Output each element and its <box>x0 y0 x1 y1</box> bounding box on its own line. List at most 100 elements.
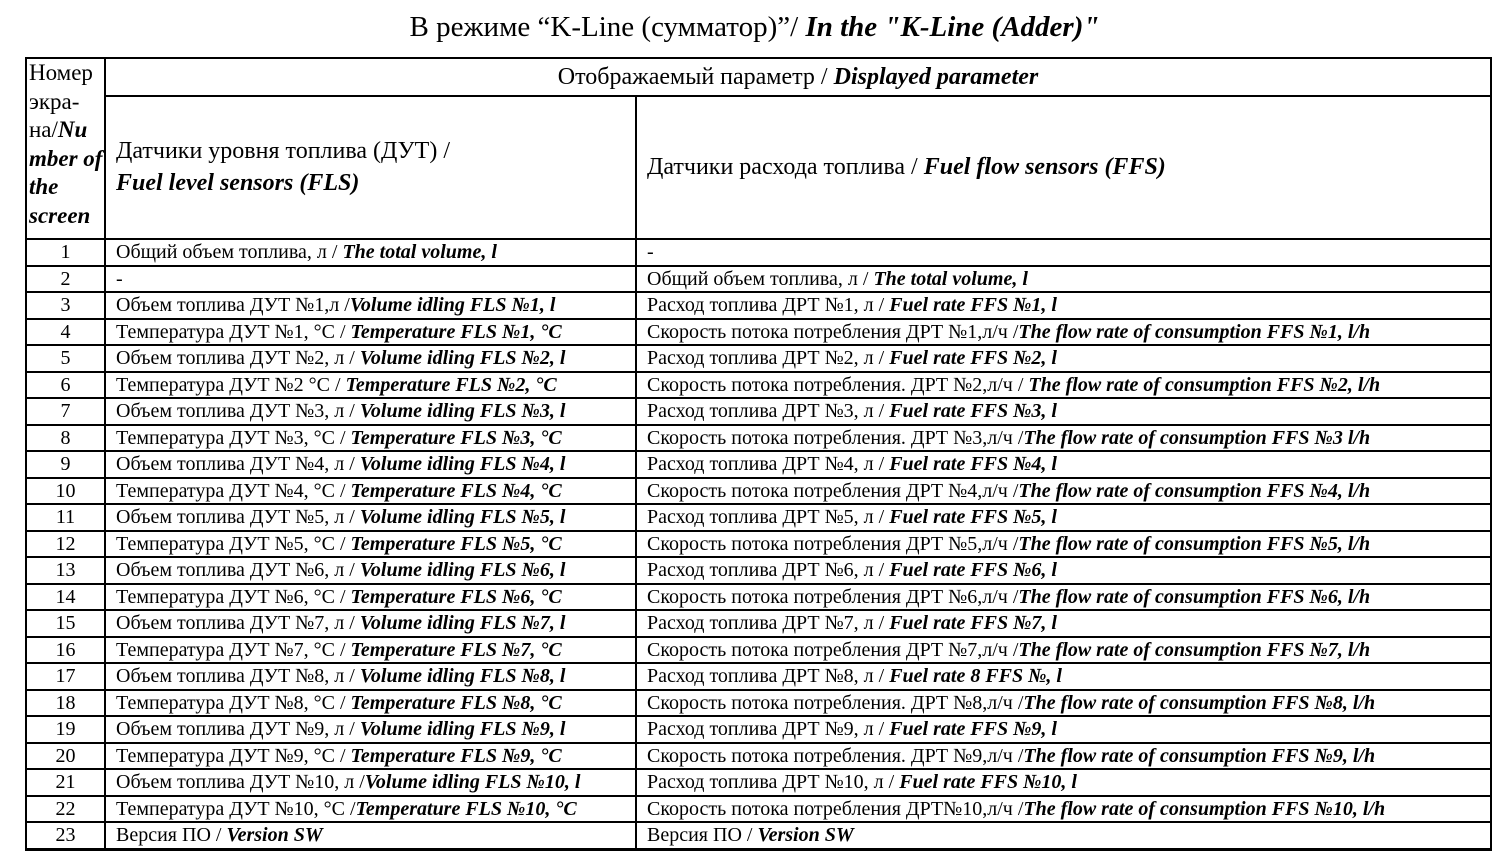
screen-number-cell: 23 <box>25 821 106 851</box>
screen-number-cell: 19 <box>25 715 106 744</box>
fls-parameter-en: Volume idling FLS №4, l <box>359 453 566 475</box>
displayed-parameter-header-en: Displayed parameter <box>833 63 1039 90</box>
screen-number-column-header: Номер экра-на/Number of the screen <box>25 57 106 240</box>
ffs-header-ru: Датчики расхода топлива / <box>647 153 924 180</box>
fls-parameter-cell: - <box>104 264 637 293</box>
ffs-parameter-ru: Общий объем топлива, л / <box>647 267 874 290</box>
ffs-parameter-ru: Расход топлива ДРТ №2, л / <box>647 347 890 369</box>
ffs-parameter-cell: Скорость потока потребления. ДРТ №2,л/ч … <box>635 370 1492 399</box>
fls-parameter-cell: Объем топлива ДУТ №6, л / Volume idling … <box>104 556 637 585</box>
fls-parameter-en: Temperature FLS №1, °C <box>350 320 562 343</box>
ffs-parameter-en: The flow rate of consumption FFS №1, l/h <box>1018 320 1371 343</box>
screen-number-header-ru: Номер экра-на/ <box>29 60 93 143</box>
ffs-parameter-ru: Расход топлива ДРТ №10, л / <box>647 771 900 793</box>
fls-parameter-ru: Температура ДУТ №6, °С / <box>116 585 351 608</box>
fls-parameter-cell: Объем топлива ДУТ №1,л /Volume idling FL… <box>104 291 637 320</box>
ffs-parameter-en: Fuel rate FFS №9, l <box>889 718 1057 740</box>
ffs-parameter-en: Fuel rate FFS №2, l <box>889 347 1057 369</box>
fls-parameter-ru: Температура ДУТ №4, °С / <box>116 479 351 502</box>
screen-number-cell: 17 <box>25 662 106 691</box>
fls-parameter-ru: Общий объем топлива, л / <box>116 241 343 263</box>
ffs-parameter-cell: Версия ПО / Version SW <box>635 821 1492 851</box>
ffs-parameter-en: The flow rate of consumption FFS №10, l/… <box>1023 797 1386 820</box>
table-row: 11 Объем топлива ДУТ №5, л / Volume idlin… <box>25 503 1492 532</box>
ffs-parameter-ru: Расход топлива ДРТ №9, л / <box>647 718 890 740</box>
table-body: 1 Общий объем топлива, л / The total volu… <box>25 238 1492 851</box>
table-row: 17 Объем топлива ДУТ №8, л / Volume idlin… <box>25 662 1492 691</box>
fls-parameter-ru: Объем топлива ДУТ №9, л / <box>116 718 360 740</box>
ffs-parameter-ru: Расход топлива ДРТ №4, л / <box>647 453 890 475</box>
fls-parameter-cell: Температура ДУТ №6, °С / Temperature FLS… <box>104 582 637 611</box>
ffs-parameter-cell: Расход топлива ДРТ №10, л / Fuel rate FF… <box>635 768 1492 797</box>
screen-number-cell: 21 <box>25 768 106 797</box>
fls-parameter-en: Temperature FLS №5, °C <box>350 532 562 555</box>
fls-parameter-en: Volume idling FLS №2, l <box>359 347 566 369</box>
fls-parameter-ru: Температура ДУТ №8, °С / <box>116 691 351 714</box>
fls-parameter-cell: Версия ПО / Version SW <box>104 821 637 851</box>
ffs-parameter-cell: Скорость потока потребления ДРТ№10,л/ч /… <box>635 794 1492 823</box>
ffs-parameter-cell: Расход топлива ДРТ №7, л / Fuel rate FFS… <box>635 609 1492 638</box>
fls-parameter-cell: Объем топлива ДУТ №4, л / Volume idling … <box>104 450 637 479</box>
ffs-parameter-en: Fuel rate FFS №10, l <box>899 771 1077 793</box>
fls-parameter-en: Temperature FLS №3, °C <box>350 426 562 449</box>
fls-parameter-ru: Объем топлива ДУТ №4, л / <box>116 453 360 475</box>
screen-number-cell: 15 <box>25 609 106 638</box>
ffs-parameter-ru: Скорость потока потребления ДРТ №6,л/ч / <box>647 585 1019 608</box>
fls-parameter-cell: Объем топлива ДУТ №8, л / Volume idling … <box>104 662 637 691</box>
fls-parameter-ru: Версия ПО / <box>116 824 227 846</box>
ffs-parameter-cell: Расход топлива ДРТ №8, л / Fuel rate 8 F… <box>635 662 1492 691</box>
ffs-parameter-ru: Скорость потока потребления ДРТ№10,л/ч / <box>647 797 1024 820</box>
ffs-parameter-ru: Расход топлива ДРТ №3, л / <box>647 400 890 422</box>
ffs-parameter-en: Fuel rate FFS №4, l <box>889 453 1057 475</box>
fls-parameter-en: Temperature FLS №4, °C <box>350 479 562 502</box>
fls-parameter-ru: Объем топлива ДУТ №10, л / <box>116 771 365 793</box>
ffs-parameter-en: Fuel rate FFS №7, l <box>889 612 1057 634</box>
fls-parameter-en: Volume idling FLS №5, l <box>359 506 566 528</box>
table-row: 9 Объем топлива ДУТ №4, л / Volume idling… <box>25 450 1492 479</box>
fls-parameter-ru: Объем топлива ДУТ №2, л / <box>116 347 360 369</box>
ffs-parameter-ru: Версия ПО / <box>647 824 758 846</box>
ffs-parameter-cell: Общий объем топлива, л / The total volum… <box>635 264 1492 293</box>
table-row: 2- Общий объем топлива, л / The total vol… <box>25 264 1492 293</box>
ffs-parameter-ru: Скорость потока потребления ДРТ №4,л/ч / <box>647 479 1019 502</box>
ffs-parameter-cell: Расход топлива ДРТ №4, л / Fuel rate FFS… <box>635 450 1492 479</box>
ffs-parameter-en: Fuel rate FFS №5, l <box>889 506 1057 528</box>
fls-parameter-cell: Температура ДУТ №3, °С / Temperature FLS… <box>104 423 637 452</box>
screen-number-cell: 2 <box>25 264 106 293</box>
ffs-parameter-cell: Расход топлива ДРТ №2, л / Fuel rate FFS… <box>635 344 1492 373</box>
ffs-parameter-cell: Расход топлива ДРТ №3, л / Fuel rate FFS… <box>635 397 1492 426</box>
ffs-parameter-cell: Скорость потока потребления. ДРТ №8,л/ч … <box>635 688 1492 717</box>
ffs-parameter-cell: Расход топлива ДРТ №1, л / Fuel rate FFS… <box>635 291 1492 320</box>
ffs-parameter-en: The flow rate of consumption FFS №3 l/h <box>1023 426 1371 449</box>
screen-number-cell: 18 <box>25 688 106 717</box>
ffs-parameter-en: The flow rate of consumption FFS №9, l/h <box>1023 744 1376 767</box>
fls-parameter-cell: Температура ДУТ №8, °С / Temperature FLS… <box>104 688 637 717</box>
fls-header-en: Fuel level sensors (FLS) <box>116 169 360 196</box>
table-header: Номер экра-на/Number of the screen Отобр… <box>25 57 1492 240</box>
ffs-parameter-cell: Скорость потока потребления ДРТ №5,л/ч /… <box>635 529 1492 558</box>
ffs-parameter-cell: Расход топлива ДРТ №5, л / Fuel rate FFS… <box>635 503 1492 532</box>
fls-parameter-en: Volume idling FLS №3, l <box>359 400 566 422</box>
fls-parameter-cell: Температура ДУТ №10, °С /Temperature FLS… <box>104 794 637 823</box>
fls-parameter-cell: Температура ДУТ №2 °С / Temperature FLS … <box>104 370 637 399</box>
table-row: 8 Температура ДУТ №3, °С / Temperature FL… <box>25 423 1492 452</box>
displayed-parameter-header-ru: Отображаемый параметр / <box>557 63 834 90</box>
fls-parameter-en: Volume idling FLS №9, l <box>359 718 566 740</box>
ffs-parameter-en: The flow rate of consumption FFS №6, l/h <box>1018 585 1371 608</box>
fls-parameter-ru: Объем топлива ДУТ №5, л / <box>116 506 360 528</box>
screen-number-cell: 12 <box>25 529 106 558</box>
ffs-parameter-cell: Скорость потока потребления. ДРТ №9,л/ч … <box>635 741 1492 770</box>
screen-number-cell: 9 <box>25 450 106 479</box>
ffs-parameter-cell: Скорость потока потребления ДРТ №4,л/ч /… <box>635 476 1492 505</box>
screen-number-cell: 13 <box>25 556 106 585</box>
displayed-parameter-header: Отображаемый параметр / Displayed parame… <box>104 57 1492 97</box>
fls-header-ru: Датчики уровня топлива (ДУТ) / <box>116 138 450 165</box>
table-row: 20 Температура ДУТ №9, °С / Temperature F… <box>25 741 1492 770</box>
page-title-ru: В режиме “K-Line (сумматор)”/ <box>409 11 806 43</box>
ffs-parameter-en: Fuel rate FFS №3, l <box>889 400 1057 422</box>
ffs-parameter-en: Fuel rate FFS №1, l <box>889 294 1057 316</box>
table-row: 21 Объем топлива ДУТ №10, л /Volume idlin… <box>25 768 1492 797</box>
ffs-parameter-ru: Скорость потока потребления ДРТ №5,л/ч / <box>647 532 1019 555</box>
ffs-parameter-cell: Скорость потока потребления. ДРТ №3,л/ч … <box>635 423 1492 452</box>
table-row: 15 Объем топлива ДУТ №7, л / Volume idlin… <box>25 609 1492 638</box>
